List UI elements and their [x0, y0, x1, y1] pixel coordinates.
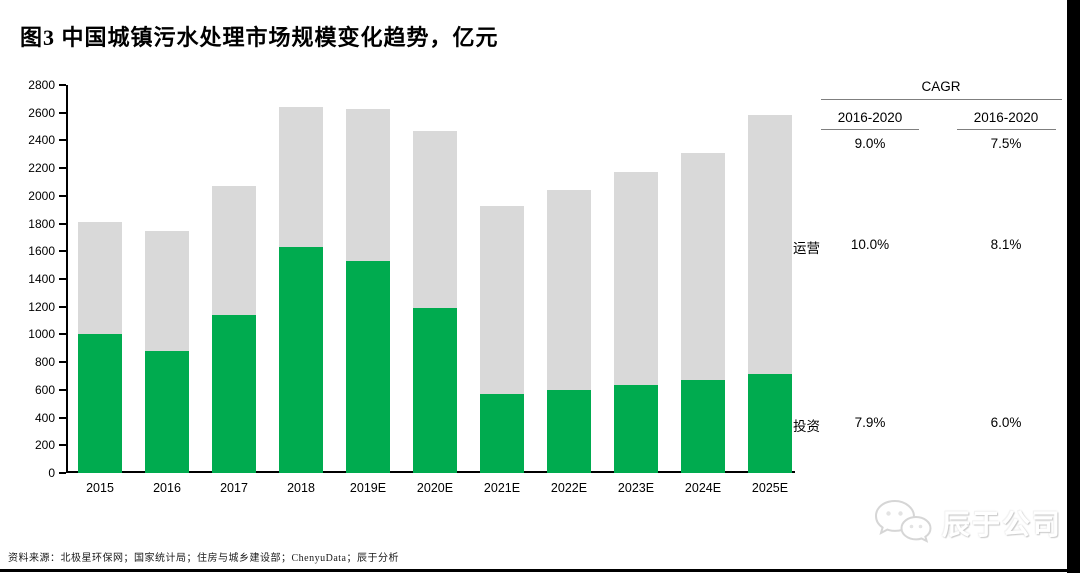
cagr-invest-col2: 6.0% — [990, 415, 1022, 430]
y-axis-tick — [59, 167, 66, 170]
cagr-operation-col1: 10.0% — [850, 237, 890, 252]
x-axis-label-2015: 2015 — [86, 481, 114, 495]
x-axis-label-2017: 2017 — [220, 481, 248, 495]
y-axis-tick — [59, 444, 66, 447]
y-axis-tick-label: 1000 — [28, 327, 55, 342]
y-axis-tick — [59, 361, 66, 364]
x-axis-label-2016: 2016 — [153, 481, 181, 495]
y-axis-tick-label: 1200 — [28, 299, 55, 314]
y-axis-tick-label: 600 — [34, 382, 55, 397]
y-axis-tick-label: 1400 — [28, 272, 55, 286]
y-axis-tick-label: 800 — [34, 355, 55, 370]
source-note: 资料来源：北极星环保网；国家统计局；住房与城乡建设部；ChenyuData；辰于… — [8, 553, 399, 564]
y-axis-tick — [59, 416, 66, 419]
bottom-border-line — [0, 569, 1080, 572]
cagr-invest-col1: 7.9% — [854, 415, 886, 430]
chart-title: 图3 中国城镇污水处理市场规模变化趋势，亿元 — [20, 25, 499, 50]
y-axis-tick-label: 2000 — [28, 188, 55, 203]
y-axis-tick-label: 400 — [34, 410, 55, 425]
x-axis-label-2025E: 2025E — [751, 481, 789, 495]
y-axis-tick — [59, 472, 66, 474]
x-axis-label-2018: 2018 — [287, 481, 315, 495]
cagr-header-rule — [821, 99, 1062, 100]
series-label-operation: 运营 — [793, 241, 820, 256]
x-axis-label-2024E: 2024E — [684, 481, 722, 495]
cagr-col1-header: 2016-2020 — [837, 110, 903, 125]
plot-area — [66, 85, 795, 473]
cagr-total-col1: 9.0% — [854, 136, 886, 151]
cagr-col2-rule — [957, 129, 1056, 130]
x-axis-label-2021E: 2021E — [483, 481, 521, 495]
y-axis-tick — [59, 194, 66, 197]
y-axis-tick — [59, 250, 66, 253]
y-axis-tick-label: 0 — [48, 466, 55, 480]
watermark-text: 辰于公司 — [942, 509, 1063, 540]
y-axis-tick — [59, 84, 66, 86]
right-border-strip — [1067, 0, 1080, 573]
y-axis-tick — [59, 111, 66, 114]
y-axis-tick — [59, 305, 66, 308]
y-axis-tick — [59, 333, 66, 336]
cagr-col1-rule — [821, 129, 919, 130]
x-axis-label-2020E: 2020E — [416, 481, 454, 495]
cagr-total-col2: 7.5% — [990, 136, 1022, 151]
x-axis-label-2019E: 2019E — [349, 481, 387, 495]
y-axis-tick-label: 2600 — [28, 105, 55, 120]
cagr-table-title: CAGR — [921, 79, 961, 94]
cagr-col2-header: 2016-2020 — [973, 110, 1039, 125]
y-axis-tick-label: 1800 — [28, 216, 55, 231]
company-watermark: 辰于公司 — [872, 498, 1063, 549]
y-axis-tick — [59, 388, 66, 391]
y-axis-tick-label: 2400 — [28, 133, 55, 148]
wechat-chat-bubbles-icon — [872, 498, 934, 549]
cagr-operation-col2: 8.1% — [990, 237, 1022, 252]
y-axis-tick — [59, 222, 66, 225]
series-label-invest: 投资 — [793, 419, 820, 434]
y-axis-tick — [59, 139, 66, 142]
x-axis-label-2022E: 2022E — [550, 481, 588, 495]
y-axis-tick — [59, 278, 66, 280]
x-axis-label-2023E: 2023E — [617, 481, 655, 495]
y-axis-tick-label: 1600 — [28, 244, 55, 259]
y-axis-tick-label: 2800 — [28, 78, 55, 92]
y-axis-tick-label: 2200 — [28, 161, 55, 176]
y-axis-tick-label: 200 — [34, 438, 55, 453]
